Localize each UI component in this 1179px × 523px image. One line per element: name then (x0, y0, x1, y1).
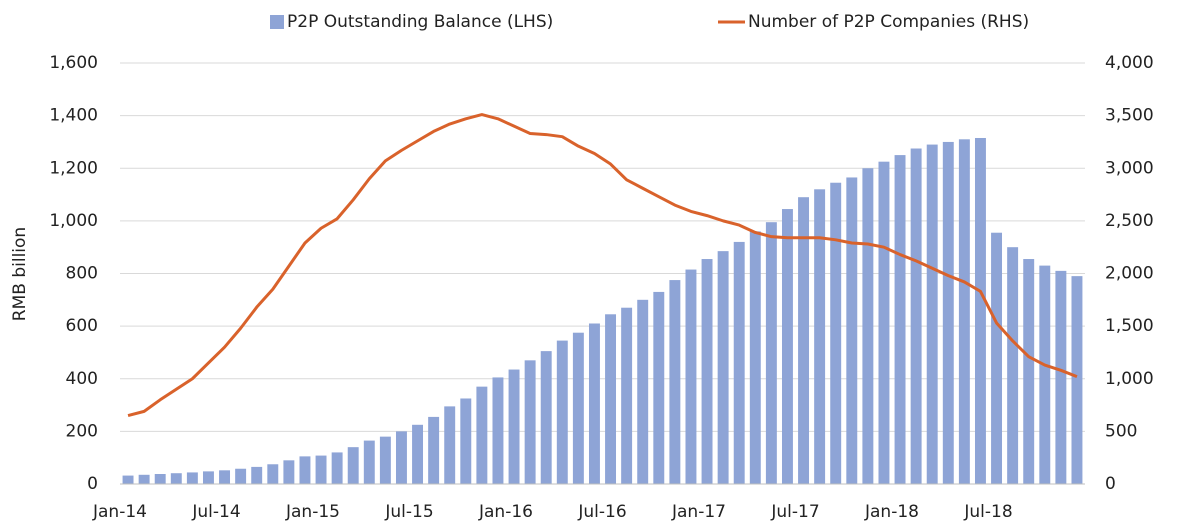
bar (814, 189, 826, 485)
bar (331, 452, 343, 484)
x-tick-label: Jul-14 (191, 502, 240, 522)
bar (363, 440, 375, 484)
y-tick-label: 1,400 (49, 106, 98, 126)
bar (605, 314, 617, 484)
y-tick-label: 800 (66, 264, 98, 284)
bar (315, 455, 327, 484)
legend-swatch (270, 15, 284, 29)
bar (170, 473, 182, 484)
x-tick-label: Jan-18 (864, 502, 919, 522)
bar (138, 474, 150, 484)
bar (540, 351, 552, 484)
bar (942, 141, 954, 484)
bar (862, 168, 874, 484)
bar (653, 291, 665, 484)
y-tick-label: 200 (66, 421, 98, 441)
bar (1071, 276, 1083, 484)
x-tick-label: Jan-14 (92, 502, 147, 522)
bar (1055, 270, 1067, 484)
bar (1007, 247, 1019, 484)
bar (781, 209, 793, 485)
bar (894, 155, 906, 484)
bar (733, 241, 745, 484)
line (127, 113, 1078, 418)
bar (476, 386, 488, 484)
y2-tick-label: 1,500 (1105, 316, 1154, 336)
bar (524, 360, 536, 484)
bar (621, 307, 633, 484)
x-tick-label: Jul-17 (770, 502, 819, 522)
bar (991, 232, 1003, 484)
bar (122, 475, 134, 484)
x-tick-label: Jan-15 (285, 502, 340, 522)
bar (267, 464, 279, 484)
bar (251, 466, 263, 484)
y-tick-label: 1,000 (49, 211, 98, 231)
bar (299, 456, 311, 484)
bar (219, 470, 231, 484)
y2-tick-label: 3,000 (1105, 158, 1154, 178)
bar (878, 161, 890, 484)
bar (508, 369, 520, 484)
y-tick-label: 1,200 (49, 158, 98, 178)
bar (765, 222, 777, 485)
bar (1039, 265, 1051, 484)
y-tick-label: 0 (87, 474, 98, 494)
y2-tick-label: 3,500 (1105, 106, 1154, 126)
bar (283, 460, 295, 484)
bar (556, 340, 568, 484)
bar (926, 144, 938, 484)
bar (749, 231, 761, 484)
bar (444, 406, 456, 484)
bar (637, 299, 649, 484)
x-tick-label: Jul-18 (963, 502, 1012, 522)
bar (974, 137, 986, 484)
bar (412, 424, 424, 484)
bar (460, 398, 472, 484)
bar (492, 377, 504, 484)
bar (395, 431, 407, 484)
x-tick-label: Jan-16 (478, 502, 533, 522)
bar (958, 139, 970, 484)
y-tick-label: 1,600 (49, 53, 98, 73)
bar (701, 259, 713, 484)
bar (798, 197, 810, 484)
bar (588, 323, 600, 484)
y-tick-label: 600 (66, 316, 98, 336)
bar (910, 148, 922, 484)
y-tick-label: 400 (66, 369, 98, 389)
bar (428, 416, 440, 484)
y2-tick-label: 1,000 (1105, 369, 1154, 389)
y2-tick-label: 2,000 (1105, 264, 1154, 284)
legend-label: P2P Outstanding Balance (LHS) (287, 12, 553, 32)
bar (572, 332, 584, 484)
y2-tick-label: 500 (1105, 421, 1137, 441)
y-axis-label: RMB billion (10, 227, 30, 321)
bar (846, 177, 858, 484)
bar (1023, 259, 1035, 484)
bar (154, 474, 166, 484)
bar (830, 182, 842, 485)
bar (717, 251, 729, 484)
y2-tick-label: 2,500 (1105, 211, 1154, 231)
y2-tick-label: 4,000 (1105, 53, 1154, 73)
legend-label: Number of P2P Companies (RHS) (748, 12, 1029, 32)
bar (202, 471, 214, 484)
bar (186, 472, 198, 484)
y2-tick-label: 0 (1105, 474, 1116, 494)
x-tick-label: Jul-16 (577, 502, 626, 522)
x-tick-label: Jan-17 (671, 502, 726, 522)
bar (685, 269, 697, 484)
bar (347, 447, 359, 484)
bar (235, 468, 247, 484)
bar (379, 436, 391, 484)
x-tick-label: Jul-15 (384, 502, 433, 522)
bar (669, 280, 681, 484)
